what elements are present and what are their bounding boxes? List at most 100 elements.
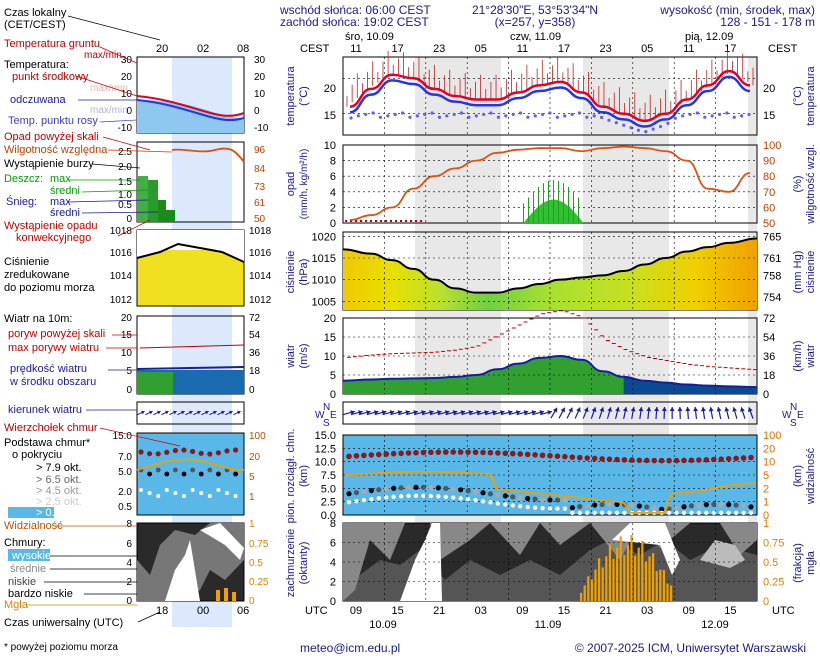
wind-arrow (413, 410, 426, 416)
legend-wind: Wiatr na 10m: (4, 313, 72, 325)
cloud-base-dot (718, 501, 724, 507)
fog-bar (590, 579, 593, 601)
wind-arrow (406, 410, 419, 416)
legend-cloud-top-dot (164, 449, 170, 455)
legend-gust-over: poryw powyżej skali (8, 328, 105, 340)
cloud-base-dot (577, 504, 583, 510)
wind-arrow (677, 406, 683, 420)
legend-cloud-top-dot (147, 451, 153, 457)
legend-temperature: Temperatura: (4, 59, 69, 71)
tick-label: 15 (324, 332, 336, 344)
legend-humidity: Wilgotność względna (4, 144, 108, 156)
cloud-top-dot (614, 456, 620, 463)
fog-bar (605, 556, 608, 601)
wind-axis-title-right: wiatr (805, 344, 817, 369)
precip-marker (350, 220, 352, 222)
legend-utc-06: 06 (237, 605, 249, 617)
cloud-base-dot (547, 497, 553, 503)
cover-mid (343, 523, 757, 601)
wind-arrow (606, 407, 613, 419)
hour-bottom-label: 21 (599, 605, 611, 617)
cloud-base-dot (405, 484, 412, 491)
cloud-top-dot (733, 455, 739, 462)
cloud-base-dot (599, 501, 605, 508)
cloud-dots (346, 449, 754, 516)
wind-arrow-head (630, 407, 636, 412)
wind-arrow (343, 410, 355, 416)
pressure-axis-unit: (hPa) (298, 259, 310, 286)
legend-storm: Wystąpienie burzy (4, 158, 94, 170)
day-label-3: pią, 12.09 (685, 31, 733, 43)
wind-arrow-head (436, 410, 442, 415)
dew-dot (496, 115, 501, 119)
wind-arrow-head (716, 407, 722, 412)
legend-cloud-thin-dot (164, 488, 169, 492)
precip-marker (395, 220, 397, 222)
compass-n-r: N (790, 402, 797, 413)
pressure-axis-unit-right: (mm Hg) (792, 251, 804, 294)
precip-bar (565, 204, 566, 223)
cloud-base-dot (480, 490, 486, 496)
legend-leaders (26, 15, 181, 623)
leader-cloud-top (99, 427, 181, 447)
precip-bar (582, 221, 583, 223)
cloud-top-dot (629, 457, 635, 463)
legend-cloud-tick: 2.0 (118, 487, 132, 498)
cloud-top-dot (651, 457, 658, 464)
wind-arrow-head (661, 407, 667, 412)
wind-arrow-head (732, 407, 738, 412)
leader-snow (67, 199, 159, 214)
temp-axis-unit-right: (°C) (792, 86, 804, 106)
cloud-base-dot (562, 497, 568, 503)
cloud-base-dot (465, 488, 471, 494)
dew-dot (681, 114, 685, 118)
footer-email[interactable]: meteo@icm.edu.pl (300, 641, 400, 655)
legend-temp-mini: 30 20 10 0 -10 30 20 10 0 -10 (118, 55, 269, 134)
tick-label: 50 (763, 218, 775, 230)
legend-arrow-head (189, 410, 193, 415)
legend-hum-tick: 73 (254, 182, 266, 193)
hour-bottom-label: 03 (475, 605, 487, 617)
legend-pressure2: zredukowane (4, 269, 69, 281)
tick-label: 4 (330, 557, 336, 569)
legend-okt-01-swatch (8, 507, 54, 518)
tick-label: 0 (330, 218, 336, 230)
legend-wind-tick: 10 (121, 348, 133, 359)
wind-arrow-head (638, 407, 644, 412)
precip-marker (385, 220, 387, 222)
tick-label: 72 (763, 313, 775, 325)
wind-arrow-head (484, 410, 489, 415)
legend-cloud-thin-dot (216, 488, 221, 492)
precip-bar (578, 197, 579, 223)
tick-label: 2.5 (321, 497, 336, 509)
cloud-top-dot (495, 450, 501, 456)
precip-bar (533, 191, 534, 223)
precip-bar (525, 220, 526, 223)
legend-wind-dir: kierunek wiatru (8, 404, 82, 416)
legend-utc-18: 18 (156, 605, 168, 617)
wind-arrow (638, 406, 644, 420)
legend-cloud-tick: 7.0 (118, 452, 132, 463)
cloud-base-dot (398, 485, 404, 491)
header: wschód słońca: 06:00 CEST zachód słońca:… (279, 3, 815, 29)
cloud-top-dot (621, 457, 628, 463)
cloud-base-dot (510, 494, 516, 500)
precip-bar (562, 202, 563, 223)
tick-label: 80 (763, 171, 775, 183)
tick-label: 2 (330, 202, 336, 214)
temp-tick-20: 20 (324, 83, 336, 95)
precip-panel: 10 8 6 4 2 0 100 90 80 70 60 50 opad (mm/h, kg/m²/… (285, 140, 817, 230)
cest-label-left: CEST (300, 43, 330, 55)
tick-label: 20 (763, 443, 775, 455)
legend-vis-tick: 1 (249, 492, 255, 503)
elevation-values: 128 - 151 - 178 m (720, 15, 815, 29)
precip-bar (571, 209, 572, 223)
cloud-thin-dot (719, 510, 724, 516)
wind-arrow-head (568, 407, 573, 413)
legend-wind-line (136, 366, 245, 370)
legend-cloud-top-dot (207, 451, 213, 457)
wind-arrow-head (389, 410, 395, 415)
cloud-base-dot (711, 501, 717, 507)
wind-arrow (366, 410, 379, 416)
legend-cloud-frame (136, 432, 245, 516)
